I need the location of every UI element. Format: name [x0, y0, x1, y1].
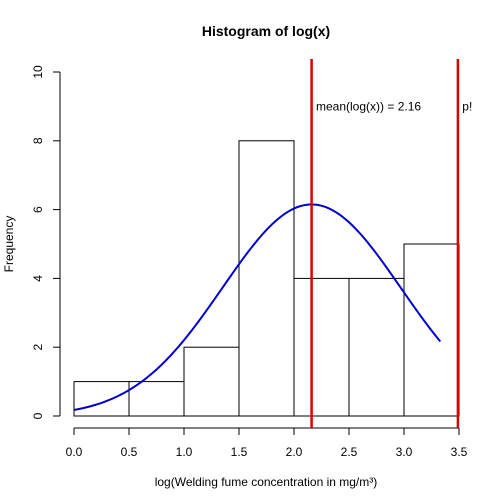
x-axis-label: log(Welding fume concentration in mg/m³) — [155, 475, 378, 489]
x-tick-label: 1.5 — [231, 445, 248, 459]
y-axis-label: Frequency — [2, 216, 16, 273]
histogram-bar-2 — [183, 346, 240, 417]
chart-title: Histogram of log(x) — [202, 23, 330, 39]
histogram-bar-1 — [128, 381, 185, 417]
density-curve-layer — [73, 203, 442, 411]
y-tick-label: 0 — [31, 412, 45, 419]
x-tick-label: 0.0 — [66, 445, 83, 459]
x-tick-label: 3.5 — [451, 445, 468, 459]
mean-annotation: mean(log(x)) = 2.16 — [316, 99, 421, 113]
x-tick-label: 2.5 — [341, 445, 358, 459]
y-tick-label: 6 — [31, 206, 45, 213]
vertical-lines — [310, 59, 460, 428]
histogram-bar-3 — [238, 140, 295, 417]
x-tick-label: 3.0 — [396, 445, 413, 459]
histogram-bar-0 — [73, 381, 130, 417]
histogram-bar-5 — [348, 277, 405, 417]
y-tick-label: 10 — [31, 65, 45, 79]
x-tick-label: 0.5 — [121, 445, 138, 459]
x-tick-label: 2.0 — [286, 445, 303, 459]
histogram-bars — [73, 140, 460, 417]
x-axis: 0.0 0.5 1.0 1.5 2.0 2.5 3.0 3.5 — [66, 427, 468, 459]
y-tick-label: 4 — [31, 275, 45, 282]
y-tick-label: 2 — [31, 344, 45, 351]
x-tick-label: 1.0 — [176, 445, 193, 459]
y-tick-label: 8 — [31, 137, 45, 144]
histogram-bar-4 — [293, 277, 350, 417]
density-curve — [73, 203, 442, 411]
annotations: mean(log(x)) = 2.16 p! — [316, 99, 472, 113]
clipped-annotation: p! — [462, 99, 472, 113]
y-axis: 0 2 4 6 8 10 — [31, 65, 61, 419]
